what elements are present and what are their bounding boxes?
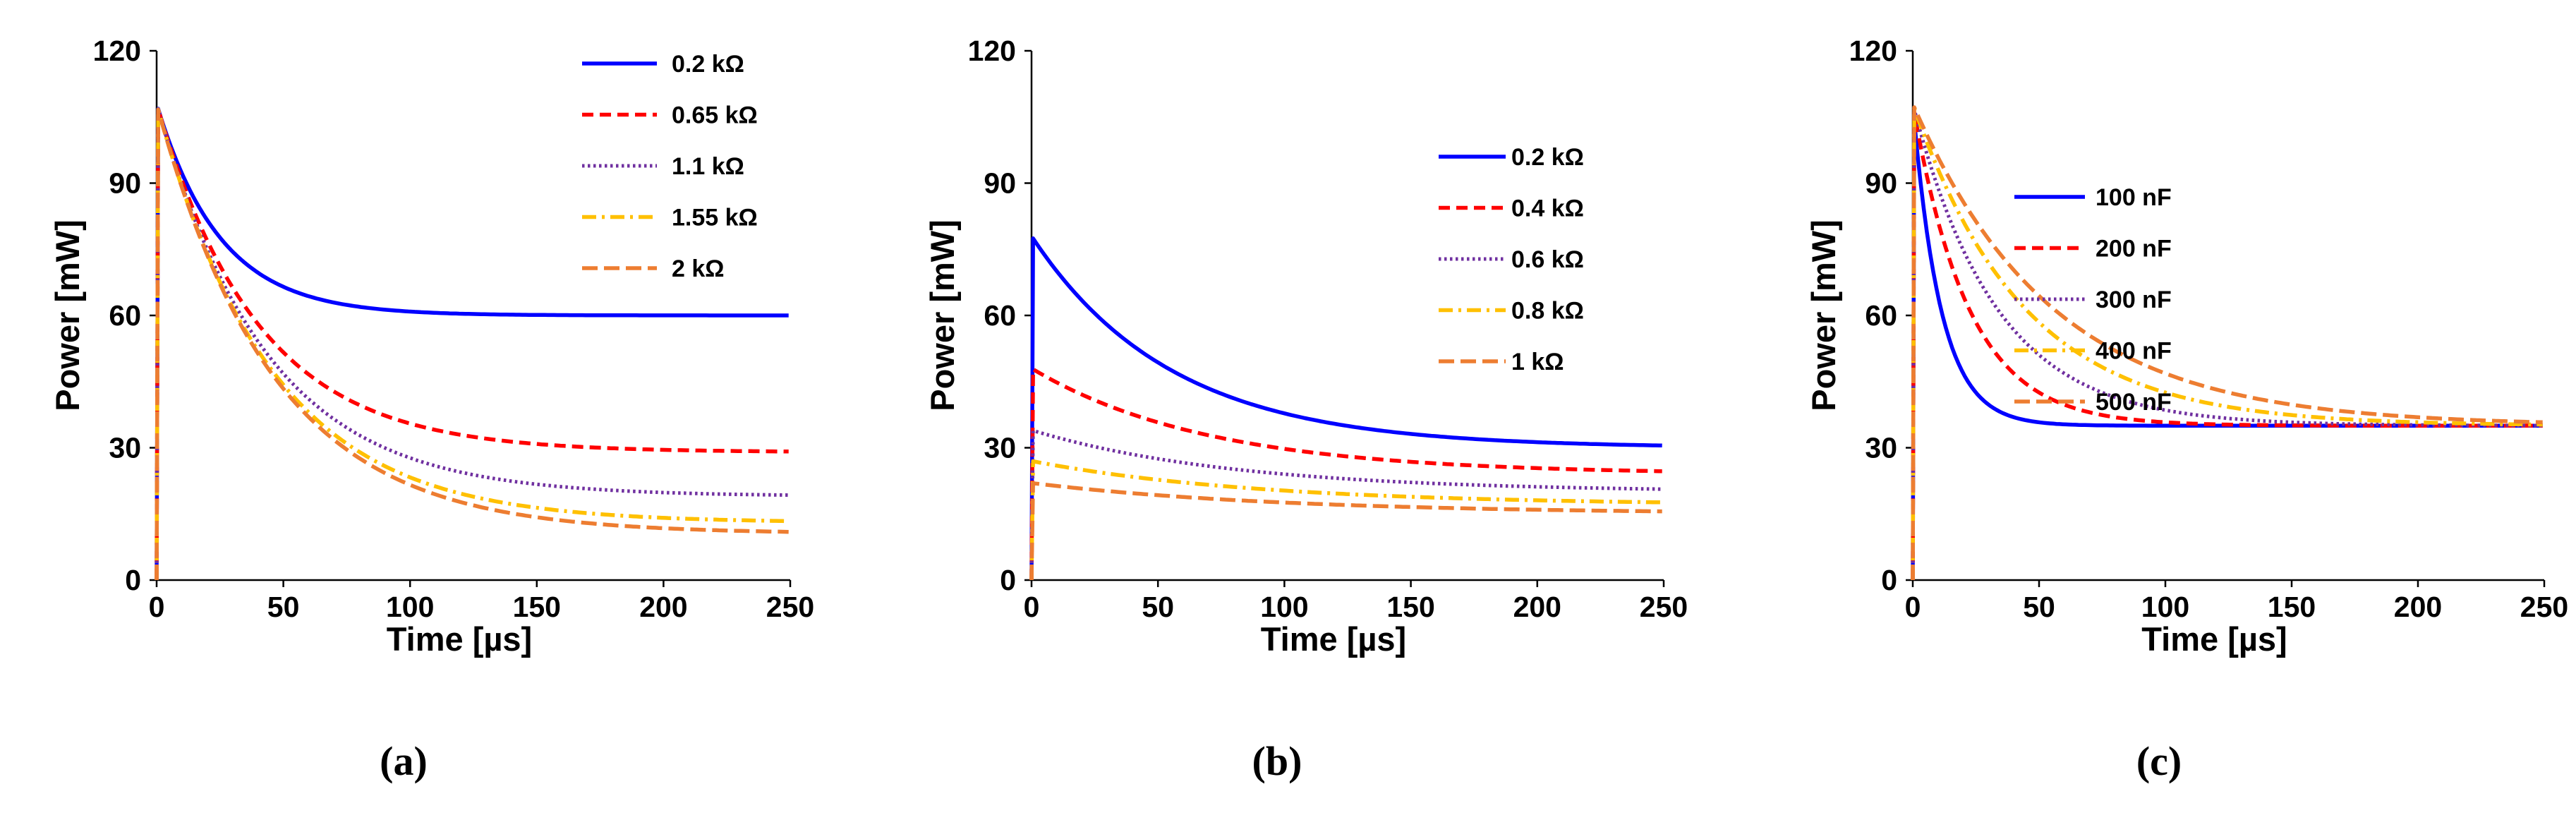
y-tick-label: 90 — [984, 167, 1016, 200]
legend-entry: 0.2 kΩ — [1511, 144, 1584, 171]
panel-label: (b) — [1252, 738, 1302, 784]
y-axis-title: Power [mW] — [49, 219, 86, 411]
series-line — [1911, 105, 2543, 581]
y-axis-title: Power [mW] — [924, 219, 961, 411]
x-tick-label: 250 — [2520, 591, 2568, 623]
series-line — [1911, 107, 2543, 581]
x-axis-title: Time [µs] — [1261, 620, 1406, 658]
x-tick-label: 50 — [2023, 591, 2055, 623]
x-tick-label: 50 — [1142, 591, 1174, 623]
y-tick-label: 90 — [1865, 167, 1897, 200]
y-tick-label: 90 — [109, 167, 141, 200]
legend-entry: 500 nF — [2096, 389, 2172, 416]
series-line — [155, 107, 789, 581]
legend-entry: 1 kΩ — [1511, 349, 1564, 375]
y-tick-label: 60 — [984, 299, 1016, 332]
series-line — [1029, 367, 1662, 581]
legend-entry: 0.6 kΩ — [1511, 246, 1584, 273]
series-line — [1911, 119, 2543, 581]
x-axis-title: Time [µs] — [2141, 620, 2287, 658]
x-tick-label: 100 — [386, 591, 434, 623]
x-tick-label: 0 — [1905, 591, 1921, 623]
legend-entry: 400 nF — [2096, 338, 2172, 365]
y-tick-label: 0 — [1000, 564, 1016, 596]
series-line — [155, 107, 789, 581]
x-tick-label: 150 — [1386, 591, 1434, 623]
series-line — [1911, 110, 2543, 581]
y-tick-label: 30 — [1865, 432, 1897, 464]
x-tick-label: 250 — [766, 591, 814, 623]
series-line — [155, 107, 789, 581]
legend-entry: 0.8 kΩ — [1511, 298, 1584, 325]
y-axis-title: Power [mW] — [1805, 219, 1842, 411]
series-line — [1911, 106, 2543, 581]
y-tick-label: 120 — [968, 35, 1016, 67]
legend-entry: 200 nF — [2096, 236, 2172, 263]
legend-entry: 300 nF — [2096, 287, 2172, 313]
legend-entry: 0.4 kΩ — [1511, 195, 1584, 222]
legend-entry: 100 nF — [2096, 184, 2172, 211]
legend-entry: 1.1 kΩ — [672, 153, 744, 180]
y-tick-label: 120 — [1849, 35, 1897, 67]
y-tick-label: 30 — [984, 432, 1016, 464]
y-tick-label: 60 — [109, 299, 141, 332]
y-tick-label: 0 — [125, 564, 141, 596]
x-tick-label: 150 — [513, 591, 561, 623]
series-line — [1029, 236, 1662, 581]
x-tick-label: 0 — [1024, 591, 1040, 623]
x-tick-label: 100 — [1260, 591, 1308, 623]
series-line — [155, 107, 789, 581]
x-axis-title: Time [µs] — [387, 620, 532, 658]
legend-entry: 1.55 kΩ — [672, 205, 758, 231]
chart-panel-3: 0 30 60 90 120 0 50 100 150 200 250 Time [µs] Power … — [1805, 35, 2568, 784]
x-tick-label: 200 — [1513, 591, 1561, 623]
chart-panel-1: 0 30 60 90 120 0 50 100 150 200 250 Time [µs] Power … — [49, 35, 814, 784]
x-tick-label: 250 — [1640, 591, 1688, 623]
x-tick-label: 150 — [2268, 591, 2316, 623]
panel-label: (a) — [380, 738, 428, 784]
x-tick-label: 200 — [639, 591, 687, 623]
series-line — [155, 107, 789, 581]
legend-entry: 2 kΩ — [672, 255, 725, 282]
x-tick-label: 50 — [267, 591, 300, 623]
y-tick-label: 60 — [1865, 299, 1897, 332]
x-tick-label: 100 — [2141, 591, 2189, 623]
panel-label: (c) — [2136, 738, 2182, 784]
y-tick-label: 30 — [109, 432, 141, 464]
x-tick-label: 200 — [2394, 591, 2442, 623]
series-line — [1029, 459, 1662, 581]
chart-panel-2: 0 30 60 90 120 0 50 100 150 200 250 Time [µs] Power … — [924, 35, 1688, 784]
series-line — [1029, 428, 1662, 581]
y-tick-label: 120 — [93, 35, 141, 67]
legend-entry: 0.65 kΩ — [672, 102, 758, 129]
legend-entry: 0.2 kΩ — [672, 51, 744, 78]
x-tick-label: 0 — [149, 591, 165, 623]
y-tick-label: 0 — [1881, 564, 1897, 596]
series-line — [1029, 481, 1662, 581]
